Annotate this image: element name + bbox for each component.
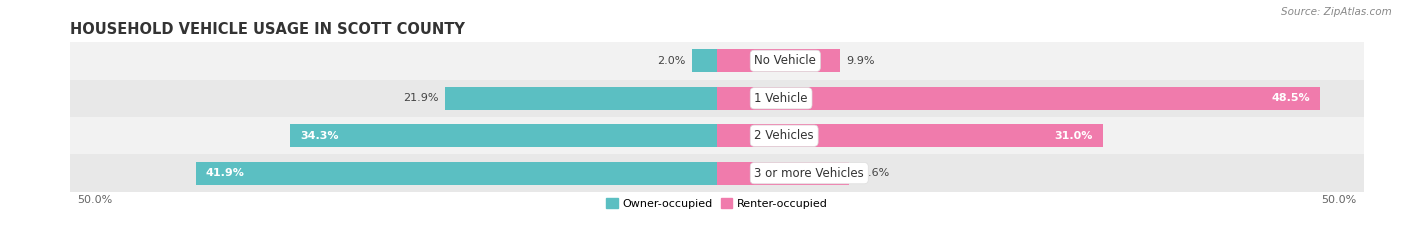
Text: 48.5%: 48.5%: [1271, 93, 1310, 103]
Bar: [70, 80, 1364, 117]
Text: No Vehicle: No Vehicle: [755, 54, 817, 67]
Legend: Owner-occupied, Renter-occupied: Owner-occupied, Renter-occupied: [602, 194, 832, 213]
Bar: [195, 161, 717, 185]
Bar: [717, 161, 849, 185]
Bar: [717, 124, 1102, 147]
Text: 41.9%: 41.9%: [205, 168, 245, 178]
Text: 1 Vehicle: 1 Vehicle: [755, 92, 808, 105]
Text: 2.0%: 2.0%: [658, 56, 686, 66]
Text: 3 or more Vehicles: 3 or more Vehicles: [755, 167, 865, 180]
Text: 31.0%: 31.0%: [1054, 131, 1092, 141]
Text: 9.9%: 9.9%: [846, 56, 875, 66]
Text: 21.9%: 21.9%: [404, 93, 439, 103]
Bar: [717, 87, 1320, 110]
Bar: [70, 42, 1364, 80]
Text: 34.3%: 34.3%: [301, 131, 339, 141]
Text: HOUSEHOLD VEHICLE USAGE IN SCOTT COUNTY: HOUSEHOLD VEHICLE USAGE IN SCOTT COUNTY: [70, 22, 465, 37]
Bar: [717, 49, 841, 73]
Bar: [70, 117, 1364, 154]
Bar: [444, 87, 717, 110]
Text: 10.6%: 10.6%: [855, 168, 890, 178]
Bar: [291, 124, 717, 147]
Bar: [692, 49, 717, 73]
Text: 2 Vehicles: 2 Vehicles: [755, 129, 814, 142]
Text: Source: ZipAtlas.com: Source: ZipAtlas.com: [1281, 7, 1392, 17]
Bar: [70, 154, 1364, 192]
